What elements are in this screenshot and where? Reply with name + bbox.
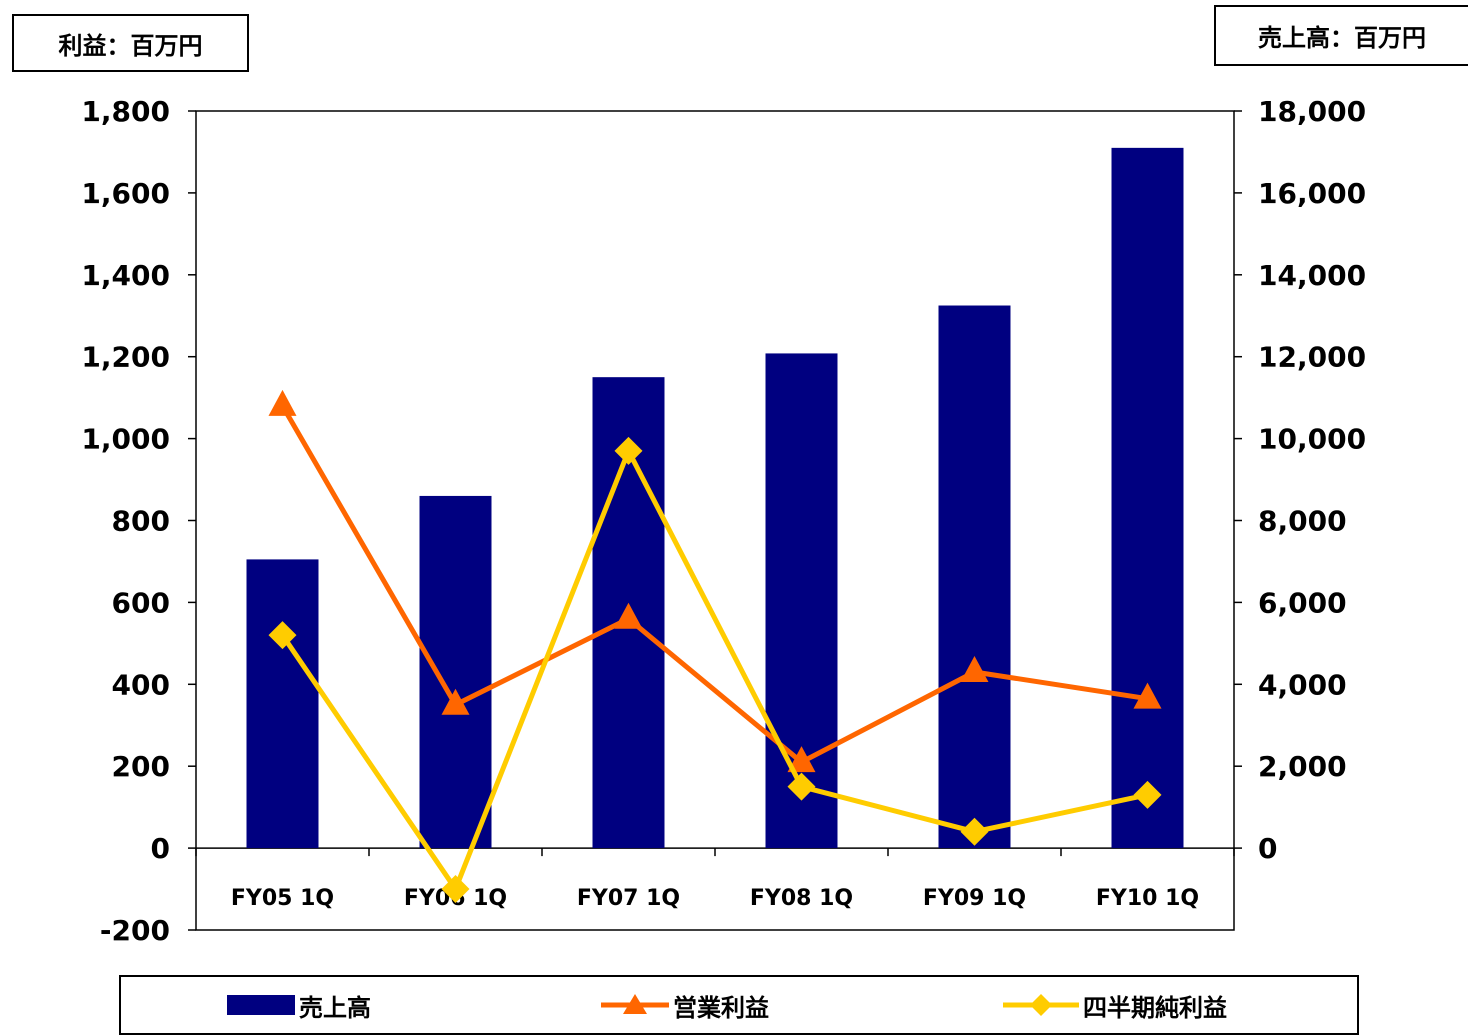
combo-chart: -200 0 200 400 600 800 1,000 1,200 1,400 1,600 1,8… <box>81 95 1366 947</box>
right-axis-tick-label: 10,000 <box>1258 423 1366 456</box>
marker-operating-profit <box>441 688 470 715</box>
left-axis-tick-label: 1,000 <box>81 423 170 456</box>
x-axis-category-label: FY07 1Q <box>577 886 680 911</box>
left-axis-unit-label: 利益：百万円 <box>12 14 249 72</box>
right-axis-tick-label: 8,000 <box>1258 505 1347 538</box>
right-axis-tick-label: 4,000 <box>1258 668 1347 701</box>
legend-label-sales: 売上高 <box>299 993 371 1022</box>
left-axis-tick-label: 1,800 <box>81 95 170 128</box>
marker-operating-profit <box>787 746 816 773</box>
x-axis-category-label: FY08 1Q <box>750 886 853 911</box>
bar-sales <box>938 305 1011 849</box>
marker-operating-profit <box>614 602 643 629</box>
legend-label-operating-profit: 営業利益 <box>673 993 769 1022</box>
legend-item-sales: 売上高 <box>227 977 371 1033</box>
left-axis-tick-label: 1,200 <box>81 341 170 374</box>
left-axis-tick-label: 200 <box>112 750 170 783</box>
right-axis-unit-label: 売上高：百万円 <box>1214 5 1468 66</box>
marker-operating-profit <box>960 656 989 683</box>
right-axis-tick-label: 6,000 <box>1258 586 1347 619</box>
left-axis-tick-label: 0 <box>151 832 170 865</box>
legend-label-net-profit: 四半期純利益 <box>1083 993 1227 1022</box>
right-axis-tick-label: 0 <box>1258 832 1277 865</box>
bar-sales <box>419 495 492 849</box>
right-axis-tick-label: 18,000 <box>1258 95 1366 128</box>
left-axis-tick-label: 1,400 <box>81 259 170 292</box>
left-axis-tick-label: -200 <box>100 914 170 947</box>
left-axis-tick-label: 400 <box>112 668 170 701</box>
marker-net-profit <box>1133 780 1162 809</box>
marker-operating-profit <box>268 389 297 416</box>
x-axis-category-label: FY05 1Q <box>231 886 334 911</box>
left-axis-tick-label: 800 <box>112 505 170 538</box>
right-axis-tick-label: 14,000 <box>1258 259 1366 292</box>
legend-item-operating-profit: 営業利益 <box>601 977 769 1033</box>
legend: 売上高 営業利益 四半期純利益 <box>119 975 1359 1035</box>
legend-swatch-net-profit <box>1003 994 1079 1016</box>
right-axis-tick-label: 2,000 <box>1258 750 1347 783</box>
legend-swatch-sales <box>227 995 295 1015</box>
marker-operating-profit <box>1133 682 1162 709</box>
right-axis-tick-label: 12,000 <box>1258 341 1366 374</box>
legend-item-net-profit: 四半期純利益 <box>1003 977 1227 1033</box>
bar-sales <box>1111 147 1184 849</box>
line-net-profit <box>280 448 1149 892</box>
bar-sales <box>246 559 319 849</box>
marker-net-profit <box>787 772 816 801</box>
right-axis-tick-label: 16,000 <box>1258 177 1366 210</box>
left-axis-tick-label: 600 <box>112 586 170 619</box>
marker-net-profit <box>614 436 643 465</box>
left-axis-tick-label: 1,600 <box>81 177 170 210</box>
marker-net-profit <box>441 875 470 904</box>
x-axis-category-label: FY09 1Q <box>923 886 1026 911</box>
marker-net-profit <box>268 621 297 650</box>
line-operating-profit <box>280 404 1148 765</box>
legend-swatch-operating-profit <box>601 994 669 1014</box>
x-axis-category-label: FY10 1Q <box>1096 886 1199 911</box>
marker-net-profit <box>960 817 989 846</box>
